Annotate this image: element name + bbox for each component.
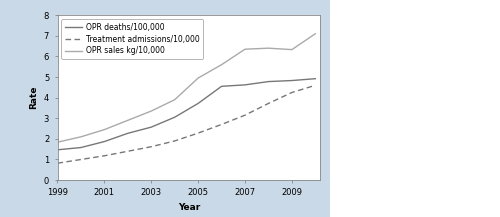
Legend: OPR deaths/100,000, Treatment admissions/10,000, OPR sales kg/10,000: OPR deaths/100,000, Treatment admissions… [62, 19, 204, 59]
Y-axis label: Rate: Rate [29, 86, 38, 109]
X-axis label: Year: Year [178, 203, 200, 212]
